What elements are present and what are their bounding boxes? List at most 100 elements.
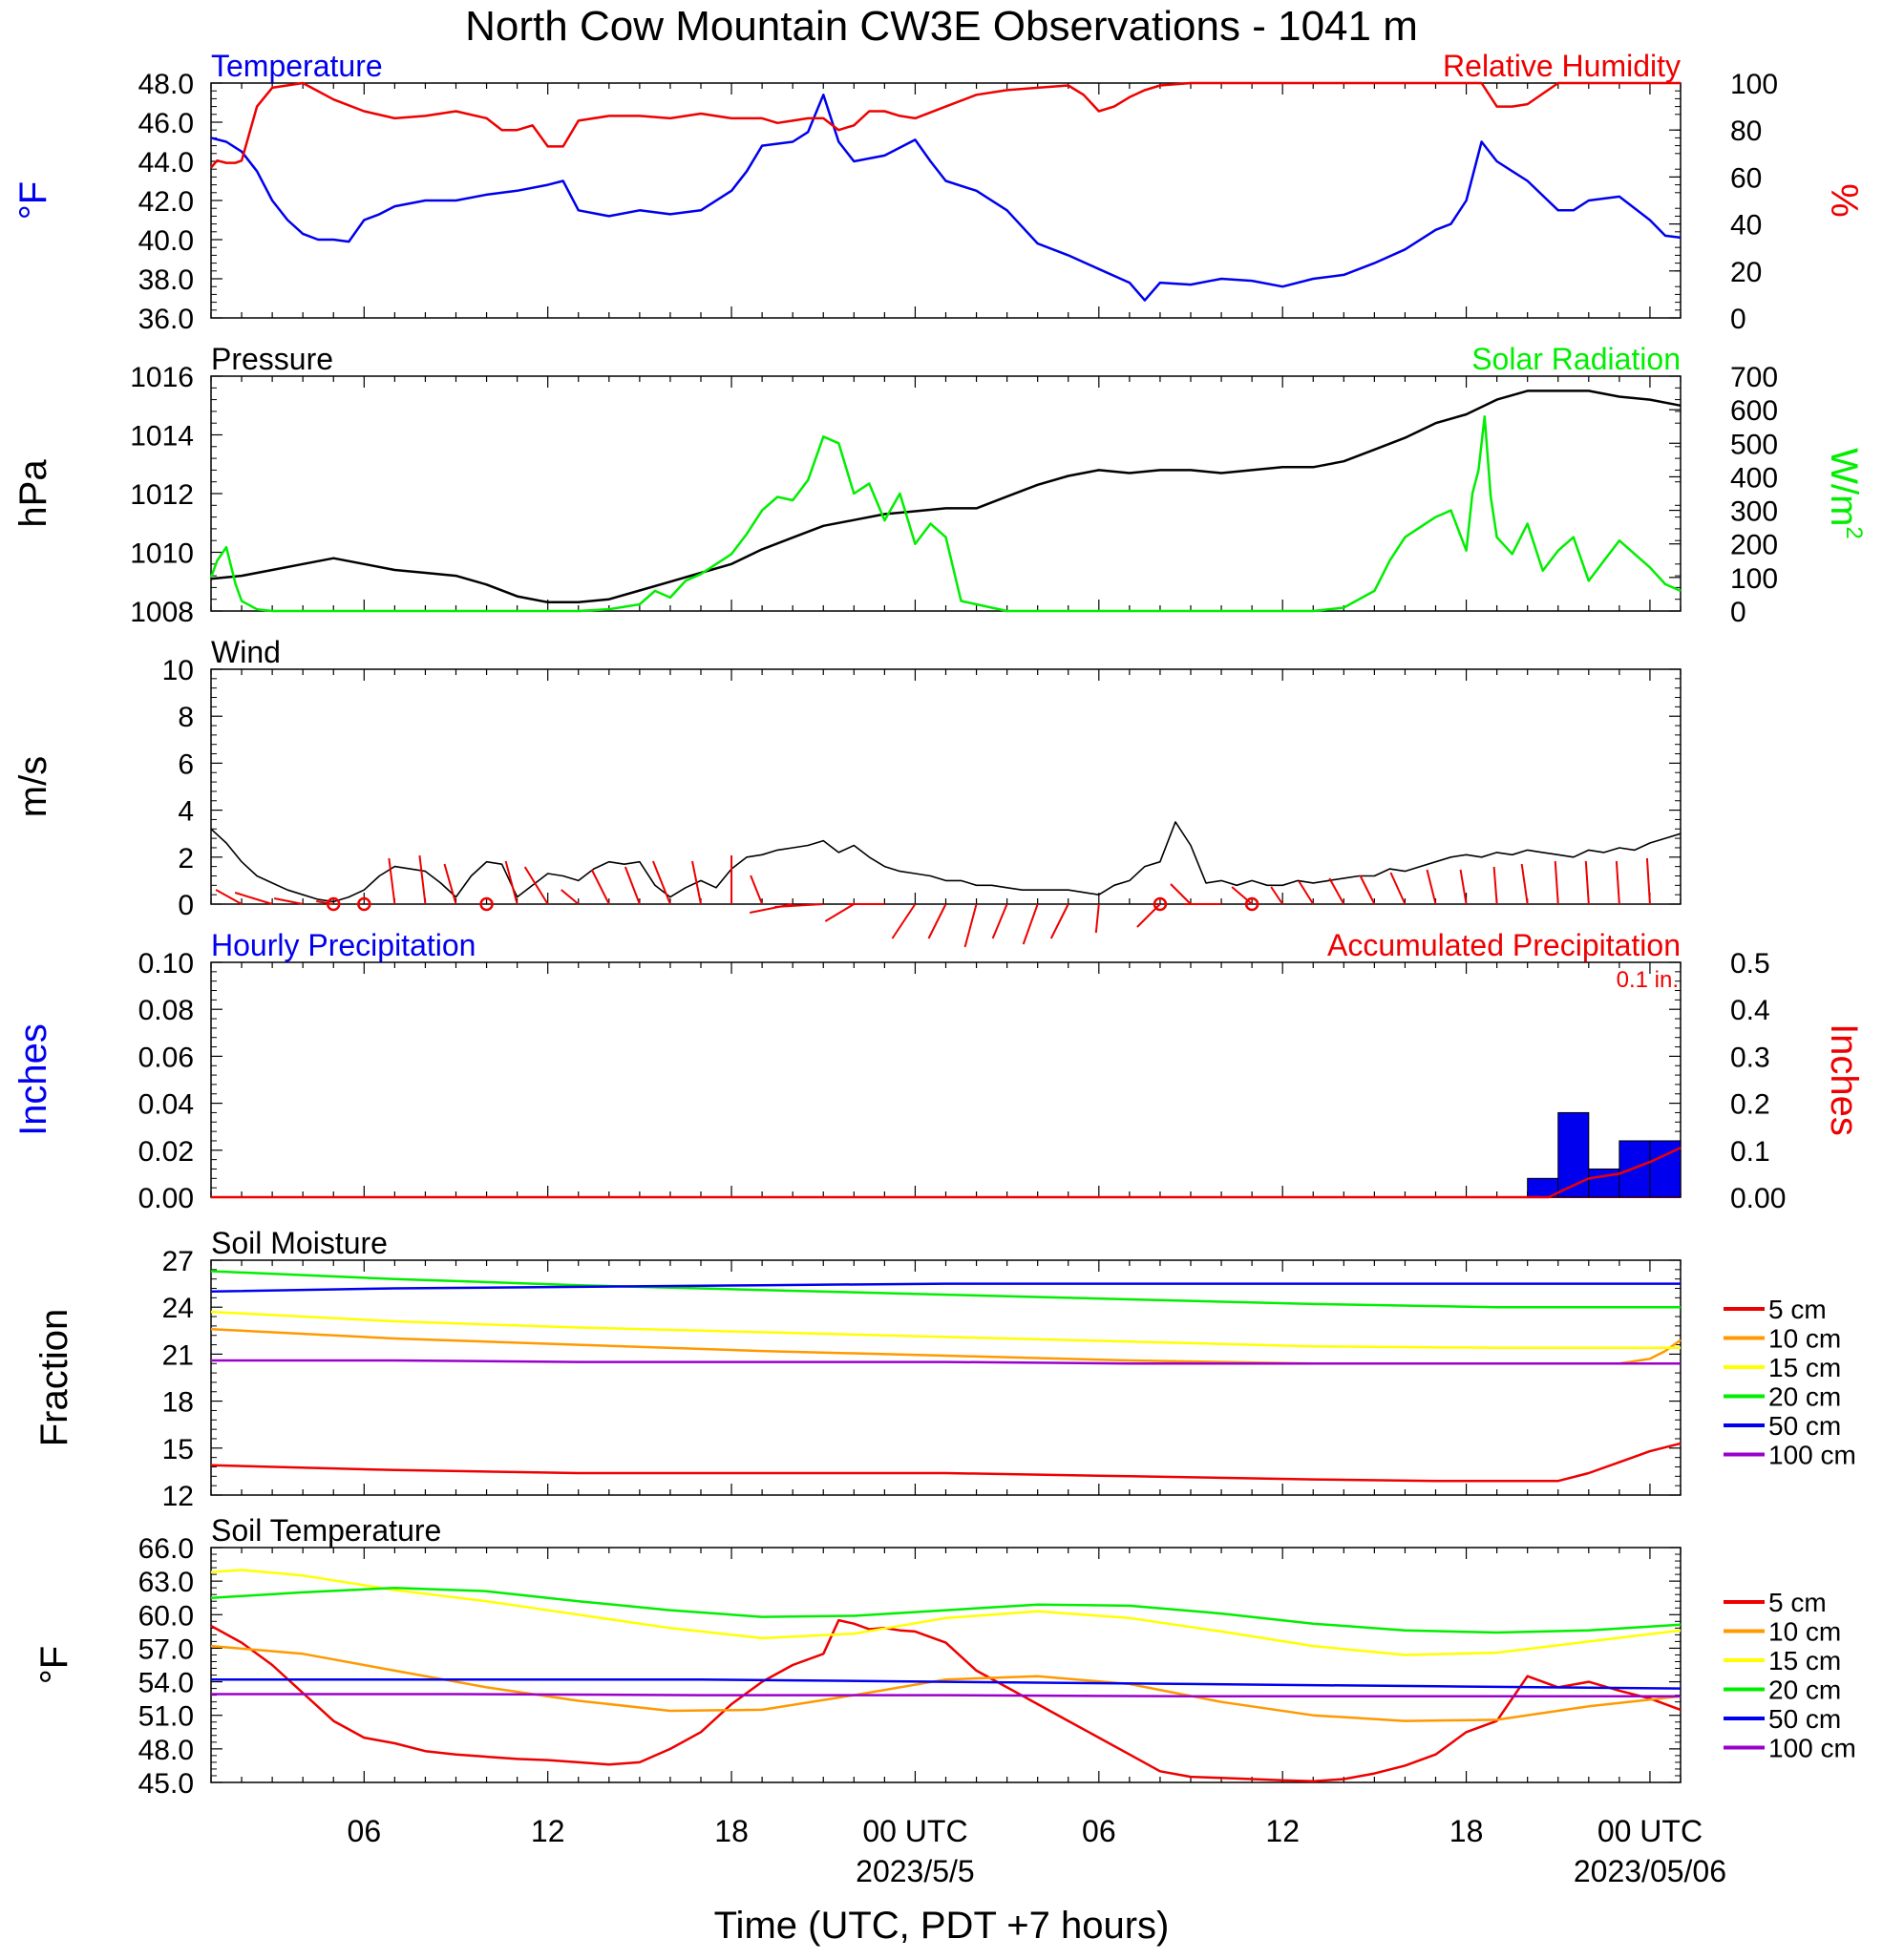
temperature-humidity-panel: 36.0 38.0 40.0 42.0 44.0 46.0 48.0 0 20 40 60 80 100… xyxy=(12,49,1865,335)
right-axis-label-superscript: 2 xyxy=(1841,526,1867,538)
wind-speed-line xyxy=(210,821,1682,903)
wind-barb xyxy=(1270,886,1284,905)
wind-barb xyxy=(443,863,457,905)
legend-label: 50 cm xyxy=(1768,1411,1841,1441)
left-tick-label: 1010 xyxy=(130,538,194,570)
panel-title-left: Soil Moisture xyxy=(211,1226,388,1260)
soil-temperature-panel: 45.048.051.054.057.060.063.066.0 Soil Tem… xyxy=(33,1513,1856,1800)
wind-barb xyxy=(388,857,396,905)
left-tick-label: 45.0 xyxy=(138,1768,194,1800)
time-tick-label: 06 xyxy=(348,1814,382,1848)
legend-label: 15 cm xyxy=(1768,1353,1841,1382)
right-axis-label-text: W/m xyxy=(1823,448,1865,526)
legend-label: 10 cm xyxy=(1768,1617,1841,1647)
soil-series-line xyxy=(210,1644,1682,1722)
wind-barb xyxy=(750,875,764,905)
wind-barb xyxy=(991,903,1008,939)
left-tick-label: 1008 xyxy=(130,597,194,628)
left-tick-label: 0.02 xyxy=(138,1136,194,1168)
figure-title: North Cow Mountain CW3E Observations - 1… xyxy=(465,3,1418,50)
wind-barb xyxy=(561,889,580,905)
left-tick-label: 54.0 xyxy=(138,1668,194,1699)
time-tick-label: 00 UTC xyxy=(862,1814,967,1848)
right-axis-label: W/m2 xyxy=(1823,448,1867,539)
panel-title-right: Accumulated Precipitation xyxy=(1327,928,1681,962)
left-axis-label: °F xyxy=(12,181,54,220)
wind-barb xyxy=(1520,863,1529,905)
wind-barb xyxy=(1022,903,1039,945)
right-axis-label: Inches xyxy=(1823,1023,1865,1136)
left-series-line xyxy=(210,390,1682,604)
left-tick-label: 15 xyxy=(162,1434,194,1465)
left-tick-label: 48.0 xyxy=(138,69,194,100)
right-tick-label: 700 xyxy=(1730,362,1778,393)
wind-barb xyxy=(891,903,917,939)
wind-barb xyxy=(774,903,824,908)
calm-wind-marker xyxy=(1153,896,1168,912)
legend-label: 20 cm xyxy=(1768,1382,1841,1412)
wind-barb xyxy=(504,860,518,905)
right-axis-label-text: Inches xyxy=(1823,1023,1865,1136)
wind-barb xyxy=(1426,869,1437,905)
panel-title-left: Wind xyxy=(211,635,281,669)
plot-frame xyxy=(210,668,1682,905)
soil-series-line xyxy=(211,1677,1682,1690)
wind-barb xyxy=(1584,860,1590,905)
time-tick-label: 00 UTC xyxy=(1597,1814,1703,1848)
wind-barb xyxy=(273,897,304,905)
legend-label: 100 cm xyxy=(1768,1734,1856,1763)
right-tick-label: 400 xyxy=(1730,462,1778,494)
left-tick-label: 8 xyxy=(178,702,194,733)
time-axis: 06 12 18 00 UTC 06 12 18 00 UTC 2023/5/5 2023/05/… xyxy=(348,1814,1727,1888)
wind-barb xyxy=(234,892,273,905)
wind-panel: 0 2 4 6 8 10 Wind m/s xyxy=(12,635,1682,948)
right-tick-label: 0.3 xyxy=(1730,1042,1770,1073)
plot-frame xyxy=(210,961,1682,1198)
time-axis-label: Time (UTC, PDT +7 hours) xyxy=(714,1905,1170,1947)
hourly-precip-bar xyxy=(1557,1111,1590,1198)
panel-title-left: Hourly Precipitation xyxy=(211,928,476,962)
left-tick-label: 6 xyxy=(178,748,194,780)
left-tick-label: 1012 xyxy=(130,479,194,511)
left-tick-label: 1014 xyxy=(130,421,194,453)
right-axis-label-text: % xyxy=(1823,183,1865,218)
left-axis-label: °F xyxy=(33,1646,75,1684)
legend-label: 15 cm xyxy=(1768,1646,1841,1675)
wind-barb xyxy=(691,860,702,905)
left-tick-label: 0.10 xyxy=(138,948,194,980)
left-tick-label: 0.06 xyxy=(138,1042,194,1073)
wind-barb xyxy=(1389,872,1407,905)
time-tick-label: 12 xyxy=(531,1814,565,1848)
right-axis-label: % xyxy=(1823,183,1865,218)
pressure-solar-panel: 1008 1010 1012 1014 1016 01002003004005006007… xyxy=(12,342,1867,628)
calm-wind-marker xyxy=(1244,896,1259,912)
wind-barb xyxy=(1231,886,1253,905)
right-tick-label: 0.1 xyxy=(1730,1136,1770,1168)
plot-frame xyxy=(210,375,1682,612)
left-tick-label: 36.0 xyxy=(138,304,194,335)
wind-barb xyxy=(1645,857,1651,905)
soil-series-line xyxy=(210,1618,1682,1783)
time-tick-label: 18 xyxy=(714,1814,749,1848)
wind-barb xyxy=(1554,860,1559,905)
right-tick-label: 0.2 xyxy=(1730,1089,1770,1121)
soil-series-line xyxy=(210,1327,1682,1365)
wind-barb xyxy=(1459,869,1468,905)
calm-wind-marker xyxy=(327,896,341,912)
left-tick-label: 18 xyxy=(162,1387,194,1419)
right-tick-label: 300 xyxy=(1730,496,1778,528)
right-tick-label: 0.4 xyxy=(1730,995,1770,1026)
time-tick-label: 06 xyxy=(1082,1814,1116,1848)
right-tick-label: 0.5 xyxy=(1730,948,1770,980)
left-tick-label: 10 xyxy=(162,655,194,686)
wind-barb xyxy=(624,866,641,905)
wind-barb xyxy=(1049,903,1069,939)
left-tick-label: 2 xyxy=(178,843,194,875)
panel-title-left: Soil Temperature xyxy=(211,1513,441,1548)
left-tick-label: 27 xyxy=(162,1246,194,1277)
left-tick-label: 48.0 xyxy=(138,1735,194,1766)
calm-wind-marker xyxy=(479,896,494,912)
right-tick-label: 500 xyxy=(1730,429,1778,460)
left-tick-label: 57.0 xyxy=(138,1633,194,1665)
left-tick-label: 63.0 xyxy=(138,1567,194,1598)
